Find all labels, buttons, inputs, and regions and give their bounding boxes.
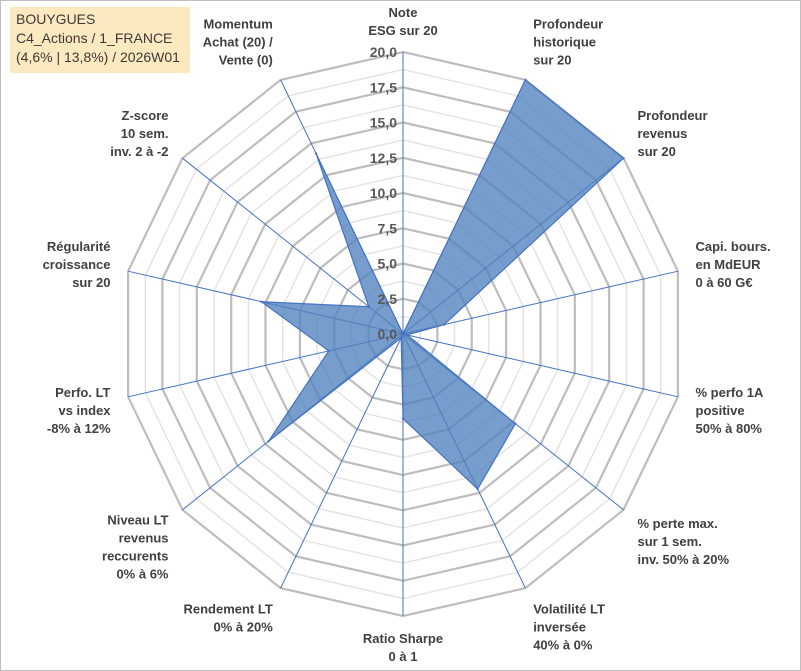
axis-spoke	[402, 270, 679, 335]
data-point	[476, 487, 479, 491]
data-point	[267, 440, 270, 443]
data-point	[314, 152, 318, 155]
axis-label: Momentum Achat (20) / Vente (0)	[203, 17, 273, 68]
axis-labels: Note ESG sur 20 Profondeur historique sur 20…	[43, 5, 771, 664]
axis-spoke	[280, 333, 404, 589]
tick-label: 5,0	[378, 256, 398, 272]
axis-label: % perfo 1A positive 50% à 80%	[696, 385, 765, 436]
data-point	[514, 422, 517, 425]
axis-label: Capi. bours. en MdEUR 0 à 60 G€	[696, 239, 771, 290]
data-point	[443, 323, 446, 326]
data-point	[401, 332, 405, 336]
data-point	[401, 417, 405, 420]
axis-label: Perfo. LT vs index -8% à 12%	[47, 385, 111, 436]
axis-label: Ratio Sharpe 0 à 1	[363, 631, 443, 664]
data-point	[622, 157, 625, 160]
tick-label: 10,0	[370, 185, 397, 201]
tick-label: 0,0	[378, 326, 398, 342]
axis-label: Profondeur historique sur 20	[533, 17, 603, 68]
series	[259, 78, 625, 491]
data-point	[367, 305, 370, 308]
axis-spoke	[182, 157, 404, 335]
tick-label: 17,5	[370, 79, 397, 95]
data-point	[327, 349, 330, 353]
data-point	[524, 78, 527, 82]
tick-label: 20,0	[370, 44, 397, 60]
tick-label: 15,0	[370, 115, 397, 131]
tick-label: 2,5	[378, 291, 398, 307]
axis-label: Profondeur revenus sur 20	[638, 108, 708, 159]
category-label: C4_Actions / 1_FRANCE	[16, 30, 173, 46]
axis-spoke	[402, 333, 679, 398]
company-name: BOUYGUES	[16, 11, 96, 27]
tick-labels: 0,0 2,5 5,0 7,5 10,0 12,5 15,0 17,5 20,0	[370, 44, 397, 342]
axis-label: Note ESG sur 20	[368, 5, 437, 38]
tick-label: 7,5	[378, 220, 398, 236]
axis-label: Z-score 10 sem. inv. 2 à -2	[110, 108, 168, 159]
data-point	[405, 333, 409, 337]
axis-label: Volatilité LT inversée 40% à 0%	[533, 601, 605, 652]
tick-label: 12,5	[370, 150, 397, 166]
axis-label: Régularité croissance sur 20	[43, 239, 111, 290]
axis-label: Niveau LT revenus reccurents 0% à 6%	[102, 513, 169, 582]
stats-label: (4,6% | 13,8%) / 2026W01	[16, 49, 180, 65]
data-point	[260, 300, 263, 303]
data-point	[400, 336, 403, 339]
axis-label: Rendement LT 0% à 20%	[183, 601, 273, 634]
axis-label: % perte max. sur 1 sem. inv. 50% à 20%	[638, 516, 730, 567]
info-box: BOUYGUES C4_Actions / 1_FRANCE (4,6% | 1…	[10, 7, 190, 73]
